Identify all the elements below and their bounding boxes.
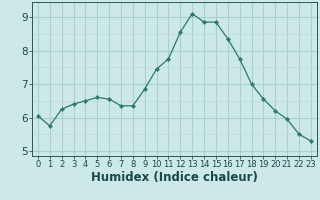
X-axis label: Humidex (Indice chaleur): Humidex (Indice chaleur) — [91, 171, 258, 184]
